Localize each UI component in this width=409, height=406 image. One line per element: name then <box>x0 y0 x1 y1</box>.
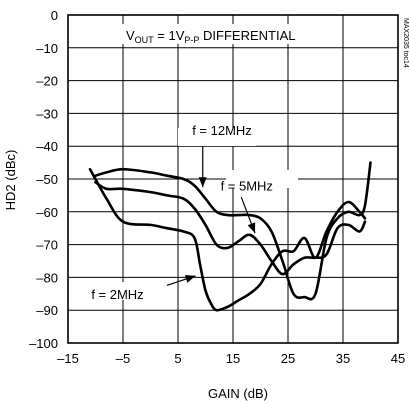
plot-frame <box>67 14 399 344</box>
x-tick-label: 35 <box>336 351 350 366</box>
x-tick-label: 15 <box>226 351 240 366</box>
y-tick-label: –60 <box>36 205 58 220</box>
series-label-2mhz: f = 2MHz <box>91 287 143 302</box>
arrow-12mhz-head <box>198 177 207 188</box>
label-arrows <box>161 139 256 288</box>
y-tick-label: –20 <box>36 74 58 89</box>
y-tick-label: –40 <box>36 139 58 154</box>
series-line-5mhz <box>94 181 367 276</box>
y-tick-label: –90 <box>36 303 58 318</box>
series-group <box>88 161 372 312</box>
label-box-2mhz <box>99 282 167 300</box>
y-tick-label: 0 <box>51 8 58 23</box>
watermark: MAX2035 toc14 <box>402 18 409 68</box>
label-box-12mhz <box>178 128 256 146</box>
x-tick-label: 45 <box>391 351 405 366</box>
y-tick-label: –10 <box>36 41 58 56</box>
y-tick-label: –30 <box>36 106 58 121</box>
condition-subscript: OUT <box>135 35 155 45</box>
condition-box <box>120 24 321 44</box>
x-axis-title: GAIN (dB) <box>208 386 268 401</box>
y-tick-label: –50 <box>36 172 58 187</box>
series-label-5mhz: f = 5MHz <box>221 179 273 194</box>
series-line-2mhz <box>88 167 367 312</box>
arrow-2mhz-head <box>184 275 196 283</box>
x-tick-label: 25 <box>281 351 295 366</box>
series-line-12mhz <box>94 161 372 301</box>
y-tick-label: –70 <box>36 238 58 253</box>
x-tick-label: –5 <box>116 351 130 366</box>
condition-annotation: VOUT = 1VP-P DIFFERENTIAL <box>126 28 295 45</box>
x-tick-label: –15 <box>57 351 79 366</box>
tick-labels: –15 –5 5 15 25 35 45 0 –10 –20 –30 –40 –50 –60 –70 –80 –… <box>29 8 405 366</box>
y-tick-label: –80 <box>36 270 58 285</box>
y-tick-label: –100 <box>29 336 58 351</box>
series-label-12mhz: f = 12MHz <box>192 123 252 138</box>
x-tick-label: 5 <box>174 351 181 366</box>
y-axis-title: HD2 (dBc) <box>3 150 18 211</box>
label-box-5mhz <box>226 170 298 188</box>
arrow-5mhz-head <box>247 222 256 234</box>
